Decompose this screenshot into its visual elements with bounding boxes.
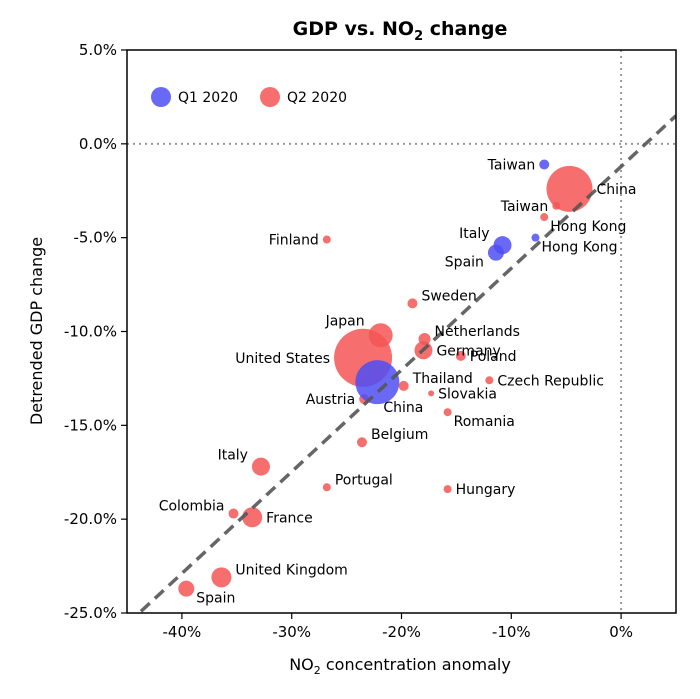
y-tick-label: -20.0%: [64, 510, 117, 528]
data-point-q1-2020-hong-kong: [531, 233, 540, 242]
y-tick-label: -25.0%: [64, 604, 117, 622]
point-label-q2-2020-hungary: Hungary: [456, 482, 516, 498]
x-axis-label-tail: concentration anomaly: [321, 655, 511, 674]
x-tick-label: 0%: [609, 623, 633, 641]
point-label-q2-2020-spain: Spain: [196, 591, 235, 607]
point-label-q2-2020-slovakia: Slovakia: [438, 386, 497, 402]
data-point-q2-2020-romania: [443, 408, 452, 417]
data-point-q2-2020-belgium: [356, 437, 367, 448]
data-point-q2-2020-united-kingdom: [211, 567, 232, 588]
data-point-q2-2020-finland: [322, 235, 331, 244]
data-point-q2-2020-sweden: [407, 298, 418, 309]
point-label-q2-2020-colombia: Colombia: [159, 499, 225, 515]
y-axis-label: Detrended GDP change: [27, 237, 46, 425]
data-point-q2-2020-hungary: [443, 485, 452, 494]
chart-title-subscript: 2: [414, 29, 423, 44]
plot-frame: [126, 49, 677, 614]
point-label-q2-2020-japan: Japan: [325, 313, 365, 329]
x-tick-label: -20%: [382, 623, 421, 641]
point-label-q2-2020-thailand: Thailand: [412, 371, 473, 387]
x-axis-label-main: NO: [289, 655, 314, 674]
data-point-q2-2020-taiwan: [552, 201, 561, 210]
data-point-q2-2020-spain: [178, 580, 195, 597]
y-tick-label: -5.0%: [73, 229, 117, 247]
point-label-q1-2020-spain: Spain: [445, 255, 484, 271]
point-label-q1-2020-italy: Italy: [459, 226, 489, 242]
point-label-q2-2020-united-kingdom: United Kingdom: [235, 562, 347, 578]
x-tick-label: -10%: [492, 623, 531, 641]
data-point-q2-2020-poland: [455, 350, 466, 361]
chart-title-tail: change: [423, 18, 507, 40]
point-label-q2-2020-portugal: Portugal: [335, 472, 393, 488]
data-point-q2-2020-slovakia: [428, 390, 435, 397]
y-tick-label: 5.0%: [79, 41, 117, 59]
data-point-q2-2020-portugal: [322, 483, 331, 492]
data-point-q1-2020-china: [355, 360, 400, 405]
plot-contents: [127, 50, 676, 613]
x-tick-label: -40%: [163, 623, 202, 641]
point-label-q2-2020-hong-kong: Hong Kong: [550, 219, 626, 235]
point-label-q2-2020-italy: Italy: [218, 448, 248, 464]
legend-marker-q2-2020: [260, 87, 280, 107]
x-axis-label: NO2 concentration anomaly: [289, 655, 511, 677]
point-label-q2-2020-belgium: Belgium: [371, 427, 428, 443]
data-point-q2-2020-china: [546, 165, 593, 212]
data-point-q2-2020-france: [242, 507, 263, 528]
point-label-q2-2020-austria: Austria: [306, 392, 355, 408]
point-label-q2-2020-netherlands: Netherlands: [435, 324, 520, 340]
plot-area: Taiwan Italy Spain Hong Kong China China Taiwa…: [64, 41, 677, 641]
y-tick-label: -10.0%: [64, 323, 117, 341]
point-label-q2-2020-united-states: United States: [235, 351, 330, 367]
point-label-q1-2020-china: China: [383, 400, 423, 416]
data-point-q2-2020-hong-kong: [540, 213, 549, 222]
point-label-q2-2020-germany: Germany: [436, 343, 500, 359]
legend: Q1 2020 Q2 2020: [151, 87, 347, 107]
point-label-q2-2020-poland: Poland: [470, 349, 517, 365]
point-label-q1-2020-hong-kong: Hong Kong: [541, 240, 617, 256]
chart-title: GDP vs. NO2 change: [293, 18, 508, 44]
data-point-q2-2020-italy: [251, 457, 270, 476]
point-label-q2-2020-china: China: [596, 182, 636, 198]
fit-line: [136, 114, 676, 613]
data-point-q1-2020-taiwan: [539, 159, 550, 170]
legend-label-q1-2020: Q1 2020: [178, 90, 238, 106]
x-axis-label-subscript: 2: [314, 664, 321, 677]
data-point-q2-2020-thailand: [398, 380, 409, 391]
y-tick-label: 0.0%: [79, 135, 117, 153]
point-label-q2-2020-sweden: Sweden: [421, 288, 476, 304]
y-tick-label: -15.0%: [64, 416, 117, 434]
point-label-q2-2020-france: France: [266, 510, 313, 526]
point-label-q2-2020-taiwan: Taiwan: [500, 199, 549, 215]
data-point-q2-2020-colombia: [228, 508, 239, 519]
legend-label-q2-2020: Q2 2020: [287, 90, 347, 106]
data-point-q1-2020-spain: [487, 244, 504, 261]
point-label-q1-2020-taiwan: Taiwan: [487, 157, 536, 173]
x-tick-label: -30%: [272, 623, 311, 641]
point-label-q2-2020-czech-republic: Czech Republic: [497, 373, 604, 389]
point-label-q2-2020-romania: Romania: [454, 414, 515, 430]
data-point-q2-2020-czech-republic: [485, 376, 494, 385]
legend-marker-q1-2020: [151, 87, 171, 107]
point-label-q2-2020-finland: Finland: [269, 233, 319, 249]
chart-title-main: GDP vs. NO: [293, 18, 415, 40]
